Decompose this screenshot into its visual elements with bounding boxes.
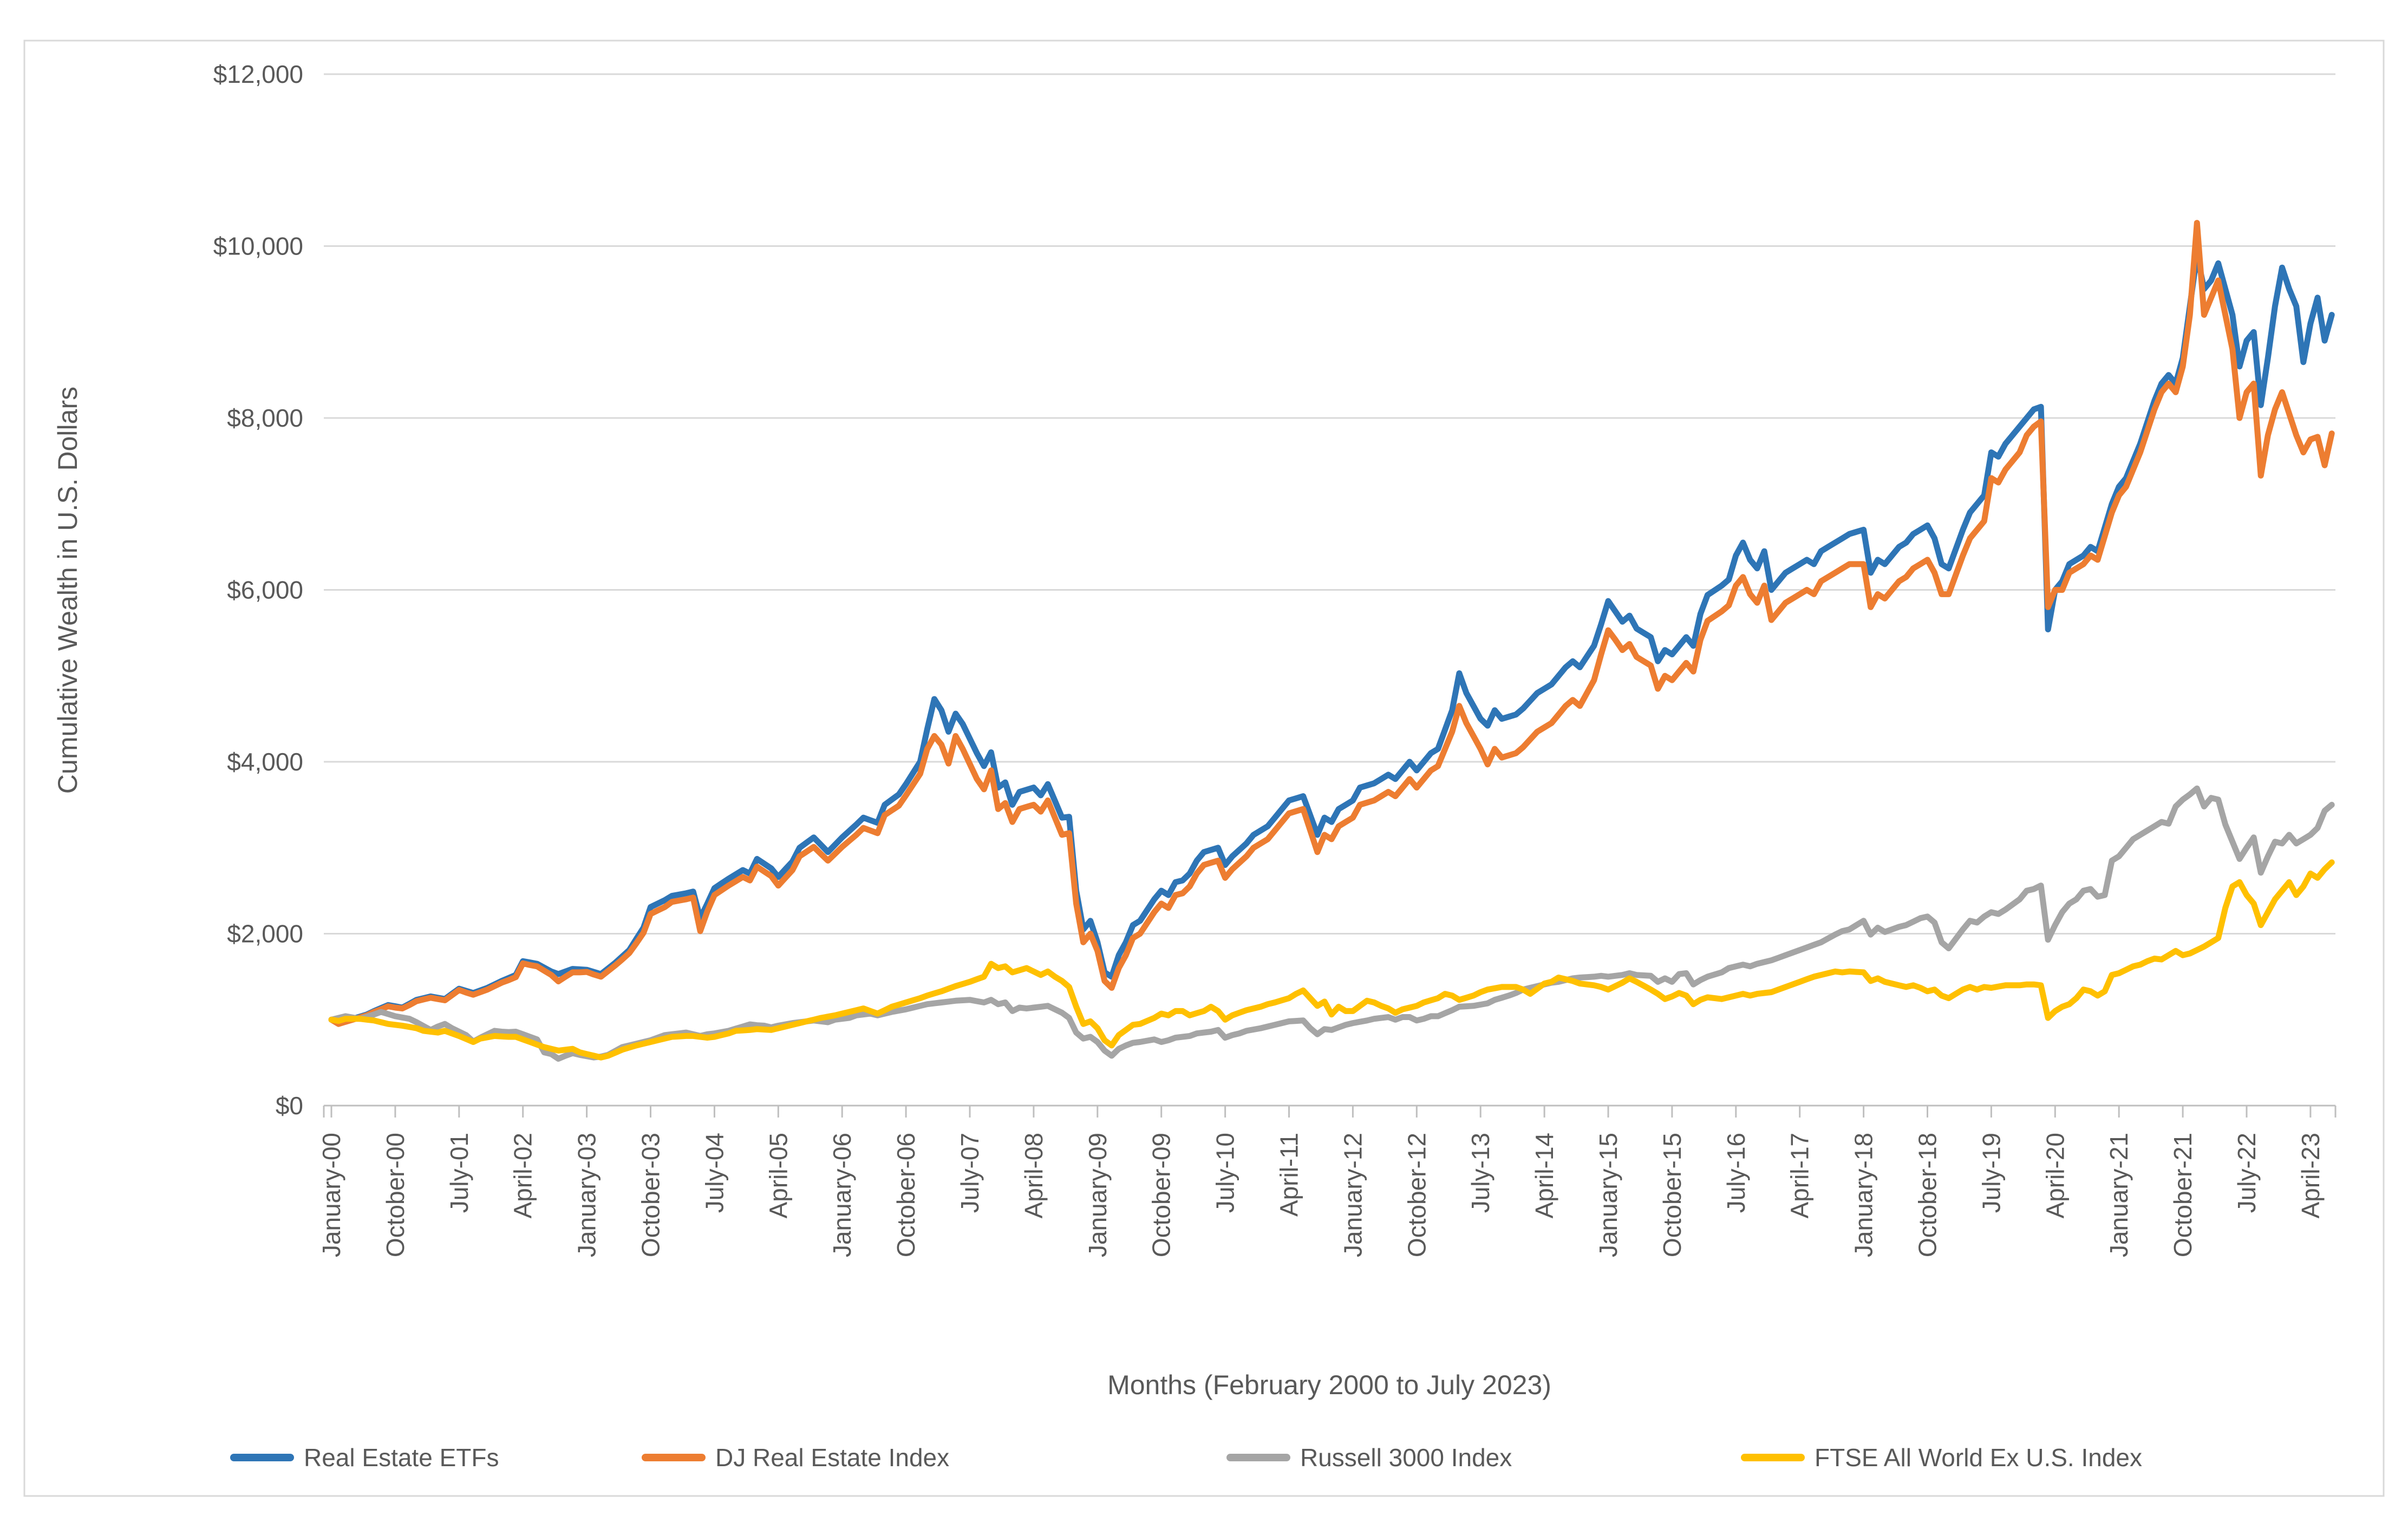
- legend-item-dj-real-estate-index: DJ Real Estate Index: [642, 1443, 949, 1472]
- y-tick-label: $10,000: [213, 232, 303, 260]
- legend-label: FTSE All World Ex U.S. Index: [1815, 1443, 2142, 1472]
- legend: Real Estate ETFs DJ Real Estate Index Russ…: [230, 1443, 2142, 1472]
- legend-swatch: [1741, 1454, 1805, 1461]
- x-tick-label: October-15: [1658, 1133, 1686, 1257]
- legend-label: DJ Real Estate Index: [715, 1443, 949, 1472]
- x-tick-label: October-12: [1402, 1133, 1431, 1257]
- series-line-russell-3000-index: [328, 785, 2335, 1062]
- x-tick-label: April-05: [764, 1133, 792, 1219]
- legend-swatch: [642, 1454, 706, 1461]
- x-tick-label: July-04: [700, 1133, 728, 1213]
- y-tick-label: $2,000: [227, 920, 303, 948]
- legend-label: Real Estate ETFs: [304, 1443, 499, 1472]
- x-tick-label: April-11: [1275, 1133, 1303, 1217]
- x-tick-label: July-01: [445, 1133, 473, 1213]
- x-tick-label: July-10: [1211, 1133, 1239, 1213]
- series-line-real-estate-etfs: [328, 251, 2335, 1027]
- x-tick-label: October-06: [892, 1133, 920, 1257]
- x-tick-label: April-14: [1530, 1133, 1558, 1219]
- x-tick-label: July-07: [956, 1133, 984, 1213]
- x-axis: [323, 1105, 2337, 1118]
- series-line-ftse-all-world-ex-u-s-index: [328, 859, 2335, 1061]
- x-tick-label: October-21: [2169, 1133, 2197, 1257]
- x-tick-label: January-03: [573, 1133, 601, 1257]
- legend-label: Russell 3000 Index: [1300, 1443, 1512, 1472]
- y-tick-label: $12,000: [213, 60, 303, 88]
- x-tick-label: October-18: [1914, 1133, 1942, 1257]
- x-tick-label: April-20: [2041, 1133, 2069, 1219]
- x-tick-label: October-00: [381, 1133, 409, 1257]
- x-tick-label: April-23: [2296, 1133, 2325, 1219]
- x-axis-title: Months (February 2000 to July 2023): [1107, 1370, 1551, 1400]
- x-tick-label: April-02: [509, 1133, 537, 1219]
- chart-border: [23, 40, 2385, 1497]
- x-tick-label: January-06: [828, 1133, 856, 1257]
- y-axis-title: Cumulative Wealth in U.S. Dollars: [53, 387, 83, 794]
- y-tick-label: $0: [276, 1092, 303, 1120]
- x-tick-label: July-22: [2233, 1133, 2261, 1213]
- legend-swatch: [1226, 1454, 1290, 1461]
- x-tick-label: April-08: [1020, 1133, 1048, 1219]
- x-tick-label: January-12: [1339, 1133, 1367, 1257]
- series-line-dj-real-estate-index: [328, 220, 2335, 1027]
- x-tick-label: January-18: [1850, 1133, 1878, 1257]
- series-lines: [328, 220, 2335, 1062]
- y-tick-label: $6,000: [227, 576, 303, 604]
- legend-swatch: [230, 1454, 294, 1461]
- y-tick-label: $8,000: [227, 404, 303, 432]
- x-tick-label: July-13: [1466, 1133, 1495, 1213]
- legend-item-russell-3000-index: Russell 3000 Index: [1226, 1443, 1512, 1472]
- x-tick-label: July-16: [1722, 1133, 1750, 1213]
- y-axis-tick-labels: $0 $2,000 $4,000 $6,000 $8,000 $10,000 $12,000: [213, 60, 303, 1120]
- y-tick-label: $4,000: [227, 748, 303, 776]
- legend-item-ftse-all-world-ex-u-s-index: FTSE All World Ex U.S. Index: [1741, 1443, 2142, 1472]
- x-tick-label: January-09: [1084, 1133, 1112, 1257]
- x-tick-label: October-09: [1147, 1133, 1176, 1257]
- x-tick-label: April-17: [1786, 1133, 1814, 1219]
- x-tick-label: July-19: [1977, 1133, 2005, 1213]
- gridlines: [324, 73, 2335, 935]
- x-tick-label: January-00: [317, 1133, 345, 1257]
- x-axis-tick-labels: January-00 October-00 July-01 April-02 Janua…: [317, 1133, 2325, 1257]
- x-tick-label: January-15: [1594, 1133, 1622, 1257]
- legend-item-real-estate-etfs: Real Estate ETFs: [230, 1443, 499, 1472]
- x-tick-label: January-21: [2105, 1133, 2133, 1257]
- x-tick-label: October-03: [637, 1133, 665, 1257]
